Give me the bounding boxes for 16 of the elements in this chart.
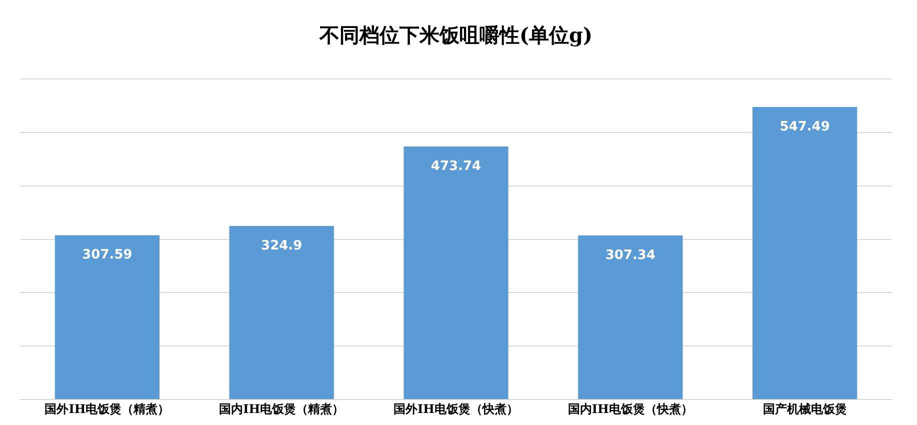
chart-title: 不同档位下米饭咀嚼性(单位g)	[318, 23, 592, 48]
bar	[229, 226, 334, 400]
x-tick-label: 国外IH电饭煲（快煮）	[394, 402, 518, 416]
data-label: 324.9	[261, 238, 302, 254]
bar	[752, 107, 858, 400]
x-tick-label: 国内IH电饭煲（精煮）	[219, 402, 344, 416]
bar	[404, 146, 508, 400]
x-tick-label: 国外IH电饭煲（精煮）	[44, 402, 170, 416]
data-label: 307.34	[605, 248, 656, 263]
data-label: 547.49	[780, 119, 830, 134]
data-label: 307.59	[82, 248, 132, 263]
bar	[54, 235, 160, 400]
data-label: 473.74	[430, 158, 482, 174]
x-tick-label: 国内IH电饭煲（快煮）	[568, 402, 693, 416]
x-tick-label: 国产机械电饭煲	[762, 402, 847, 416]
bar	[578, 235, 683, 400]
